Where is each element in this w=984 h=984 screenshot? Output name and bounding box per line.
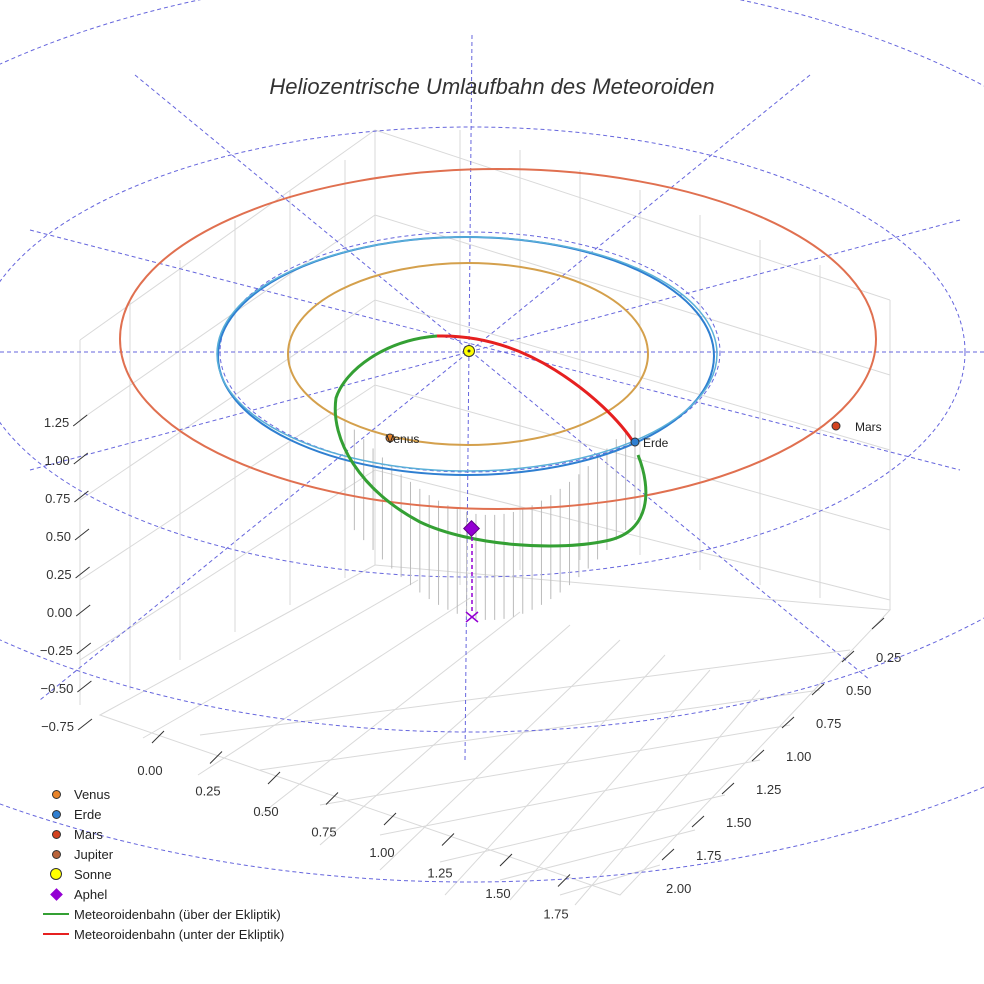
legend-item[interactable]: Meteoroidenbahn (unter der Ekliptik) bbox=[38, 924, 284, 944]
mars-orbit bbox=[119, 168, 877, 510]
y-tick-label: 0.75 bbox=[816, 716, 841, 731]
z-tick-label: 0.50 bbox=[46, 529, 71, 544]
x-tick-label: 1.50 bbox=[485, 886, 510, 901]
legend-label: Meteoroidenbahn (über der Ekliptik) bbox=[74, 906, 281, 922]
z-tick-label: −0.25 bbox=[40, 643, 73, 658]
mars-label: Mars bbox=[855, 420, 882, 434]
z-tick-label: 0.00 bbox=[47, 605, 72, 620]
legend-item[interactable]: Mars bbox=[38, 824, 284, 844]
legend-item[interactable]: Erde bbox=[38, 804, 284, 824]
meteoroid-orbit-above bbox=[333, 334, 648, 548]
aphel-projection-marker bbox=[465, 611, 479, 623]
chart-legend[interactable]: Venus Erde Mars Jupiter Sonne Aphel Meteoroide… bbox=[38, 784, 284, 944]
z-tick-label: −0.50 bbox=[40, 681, 73, 696]
y-tick-label: 0.50 bbox=[846, 683, 871, 698]
z-axis-ticks: −0.75 −0.50 −0.25 0.00 0.25 0.50 0.75 1.00 1.25 bbox=[40, 414, 93, 734]
z-tick-mark bbox=[73, 452, 89, 465]
y-tick-label: 0.25 bbox=[876, 650, 901, 665]
y-tick-label: 1.00 bbox=[786, 749, 811, 764]
legend-label: Aphel bbox=[74, 886, 108, 902]
z-tick-label: 1.25 bbox=[44, 415, 69, 430]
venus-marker bbox=[385, 433, 395, 443]
earth-marker bbox=[630, 437, 640, 447]
legend-symbol bbox=[38, 884, 74, 904]
z-tick-mark bbox=[74, 490, 89, 503]
x-tick-mark bbox=[209, 751, 223, 764]
legend-label: Erde bbox=[74, 806, 102, 822]
aphel-marker bbox=[463, 520, 480, 537]
legend-item[interactable]: Jupiter bbox=[38, 844, 284, 864]
legend-symbol bbox=[38, 904, 74, 924]
chart-title: Heliozentrische Umlaufbahn des Meteoroid… bbox=[269, 74, 715, 99]
legend-symbol bbox=[38, 804, 74, 824]
earth-label: Erde bbox=[643, 436, 669, 450]
x-tick-mark bbox=[499, 853, 513, 867]
x-tick-label: 0.00 bbox=[137, 763, 162, 778]
legend-item[interactable]: Aphel bbox=[38, 884, 284, 904]
x-tick-mark bbox=[325, 792, 339, 805]
x-tick-label: 0.75 bbox=[311, 825, 336, 840]
y-axis-ticks: 0.25 0.50 0.75 1.00 1.25 1.50 1.75 2.00 bbox=[661, 617, 901, 896]
y-tick-mark bbox=[751, 749, 765, 762]
legend-symbol bbox=[38, 844, 74, 864]
z-tick-label: 1.00 bbox=[44, 453, 69, 468]
y-tick-label: 2.00 bbox=[666, 881, 691, 896]
y-tick-mark bbox=[661, 848, 675, 861]
z-tick-mark bbox=[72, 414, 88, 427]
y-tick-label: 1.25 bbox=[756, 782, 781, 797]
y-tick-label: 1.75 bbox=[696, 848, 721, 863]
orbit-drop-lines bbox=[344, 420, 636, 620]
y-tick-mark bbox=[841, 650, 855, 663]
polar-reference-grid bbox=[0, 0, 984, 883]
x-tick-label: 0.50 bbox=[253, 804, 278, 819]
legend-label: Venus bbox=[74, 786, 111, 802]
x-axis-ticks: 0.00 0.25 0.50 0.75 1.00 1.25 1.50 1.75 bbox=[137, 730, 571, 922]
z-tick-mark bbox=[74, 528, 90, 541]
z-tick-mark bbox=[76, 642, 92, 655]
legend-item[interactable]: Meteoroidenbahn (über der Ekliptik) bbox=[38, 904, 284, 924]
z-tick-mark bbox=[77, 718, 93, 731]
legend-label: Jupiter bbox=[74, 846, 114, 862]
x-tick-mark bbox=[267, 771, 281, 785]
sun-center-dot bbox=[467, 349, 471, 353]
legend-symbol bbox=[38, 784, 74, 804]
earth-orbit-shadow bbox=[216, 236, 718, 472]
venus-orbit bbox=[287, 262, 649, 446]
legend-symbol bbox=[38, 824, 74, 844]
z-tick-mark bbox=[75, 604, 91, 617]
z-tick-label: 0.25 bbox=[46, 567, 71, 582]
y-tick-mark bbox=[871, 617, 885, 630]
legend-label: Meteoroidenbahn (unter der Ekliptik) bbox=[74, 926, 285, 942]
z-tick-mark bbox=[75, 566, 90, 579]
z-tick-mark bbox=[77, 680, 92, 693]
x-tick-label: 0.25 bbox=[195, 784, 220, 799]
x-tick-mark bbox=[383, 812, 397, 826]
y-tick-label: 1.50 bbox=[726, 815, 751, 830]
x-tick-label: 1.25 bbox=[427, 866, 452, 881]
y-tick-mark bbox=[811, 683, 825, 696]
legend-symbol bbox=[38, 864, 74, 884]
x-tick-mark bbox=[557, 874, 571, 887]
y-tick-mark bbox=[781, 716, 795, 729]
legend-symbol bbox=[38, 924, 74, 944]
legend-item[interactable]: Venus bbox=[38, 784, 284, 804]
z-tick-label: 0.75 bbox=[45, 491, 70, 506]
x-tick-label: 1.00 bbox=[369, 845, 394, 860]
x-tick-label: 1.75 bbox=[543, 907, 568, 922]
z-tick-label: −0.75 bbox=[41, 719, 74, 734]
y-tick-mark bbox=[691, 815, 705, 828]
meteoroid-orbit-below bbox=[436, 334, 638, 447]
x-tick-mark bbox=[151, 730, 165, 744]
mars-marker bbox=[831, 421, 841, 431]
y-tick-mark bbox=[721, 782, 735, 795]
legend-item[interactable]: Sonne bbox=[38, 864, 284, 884]
legend-label: Sonne bbox=[74, 866, 112, 882]
legend-label: Mars bbox=[74, 826, 103, 842]
x-tick-mark bbox=[441, 833, 455, 846]
venus-label: Venus bbox=[386, 432, 419, 446]
